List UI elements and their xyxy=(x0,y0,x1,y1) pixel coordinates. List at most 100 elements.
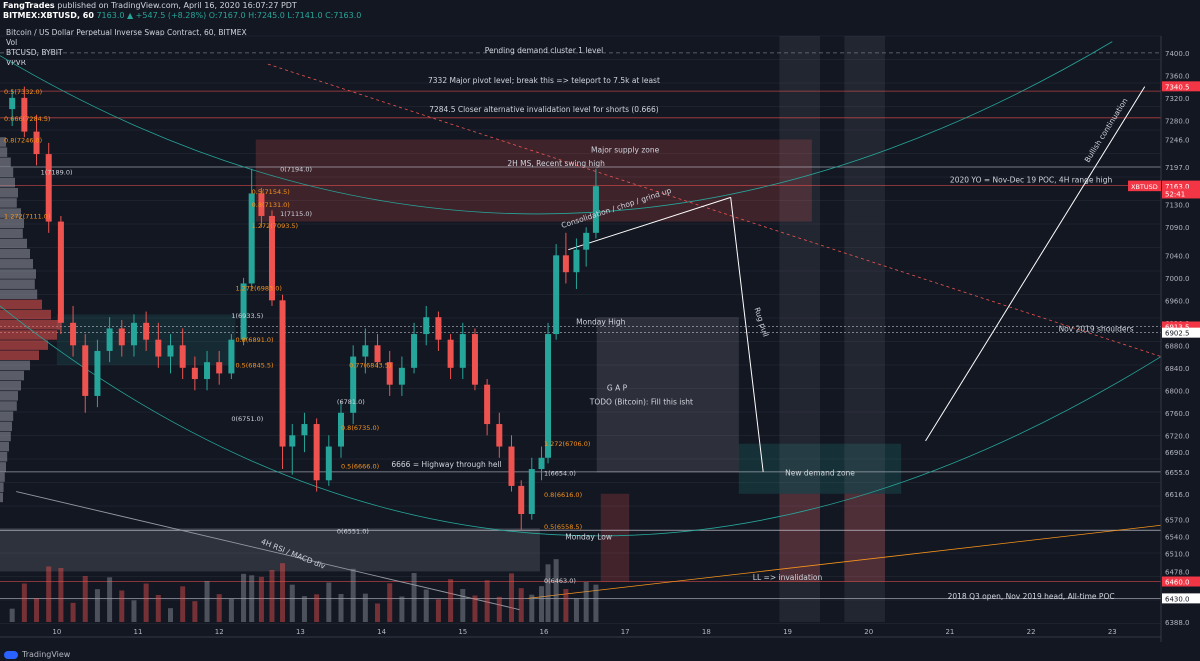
rotated-annotation: Rug pull xyxy=(753,306,771,338)
price-badge xyxy=(1162,593,1200,604)
volume-bar xyxy=(484,580,490,622)
x-tick-label: 11 xyxy=(134,628,143,636)
vpvr-bar xyxy=(0,299,42,310)
legend-vol[interactable]: Vol xyxy=(6,38,18,47)
y-tick-label: 7320.0 xyxy=(1165,95,1190,103)
candle-body xyxy=(350,356,357,413)
volume-bar xyxy=(460,589,466,622)
volume-bar xyxy=(573,598,579,622)
vpvr-bar xyxy=(0,228,23,239)
volume-bar xyxy=(435,599,441,622)
vpvr-bar xyxy=(0,279,35,289)
footer-brand: TradingView xyxy=(4,650,70,659)
candle-body xyxy=(496,424,503,447)
candle-body xyxy=(301,424,308,436)
level-label: 1(6654.0) xyxy=(544,469,576,477)
fib-label: 0.8(7131.0) xyxy=(252,201,290,209)
stop-zone xyxy=(600,493,630,582)
chart-annotation: 6666 = Highway through hell xyxy=(391,460,501,469)
price-badge xyxy=(1162,81,1200,92)
y-tick-label: 7280.0 xyxy=(1165,117,1190,125)
volume-bar xyxy=(82,576,88,622)
x-tick-label: 16 xyxy=(540,628,549,636)
legend-vpvr[interactable]: VPVR xyxy=(6,58,26,67)
time-zone xyxy=(779,36,821,622)
volume-bar xyxy=(180,586,186,622)
y-tick-label: 7000.0 xyxy=(1165,275,1190,283)
candle-body xyxy=(471,334,478,385)
y-tick-label: 7197.0 xyxy=(1165,164,1190,172)
candle-body xyxy=(484,384,491,425)
publisher-line: FangTrades published on TradingView.com,… xyxy=(3,1,1197,11)
volume-bar xyxy=(350,568,356,622)
volume-bar xyxy=(34,598,40,622)
indicator-legend: Bitcoin / US Dollar Perpetual Inverse Sw… xyxy=(6,28,247,68)
candle-body xyxy=(447,339,454,368)
chart-annotation: TODO (Bitcoin): Fill this isht xyxy=(589,398,693,407)
candle-body xyxy=(411,334,418,368)
volume-bar xyxy=(131,600,137,622)
level-label: 0(7194.0) xyxy=(280,166,312,174)
volume-bar xyxy=(228,599,234,622)
volume-bar xyxy=(119,590,125,622)
candle-body xyxy=(508,446,515,486)
vpvr-bar xyxy=(0,320,60,330)
fib-label: 0.5(6666.0) xyxy=(341,463,379,471)
candle-body xyxy=(279,300,286,447)
vpvr-bar xyxy=(0,441,9,452)
x-tick-label: 13 xyxy=(296,628,305,636)
y-tick-label: 7246.0 xyxy=(1165,136,1190,144)
chart-annotation: 2018 Q3 open, Nov 2019 head, All-time PO… xyxy=(948,592,1115,601)
level-label: 0(6551.0) xyxy=(337,527,369,535)
volume-bar xyxy=(314,594,320,622)
symbol-name[interactable]: BITMEX:XBTUSD, 60 xyxy=(3,11,94,20)
volume-bar xyxy=(583,582,589,622)
x-tick-label: 20 xyxy=(864,628,873,636)
vpvr-bar xyxy=(0,472,5,482)
legend-btcusd[interactable]: BTCUSD, BYBIT xyxy=(6,48,63,57)
chart-annotation: Major supply zone xyxy=(591,146,660,155)
candle-body xyxy=(386,362,393,385)
stop-zone xyxy=(844,493,885,582)
brand-name: TradingView xyxy=(22,650,71,659)
new-demand-zone xyxy=(738,443,902,494)
candle-body xyxy=(325,446,332,481)
vpvr-bar xyxy=(0,330,57,340)
price-badge-text: 6460.0 xyxy=(1165,579,1190,587)
y-tick-label: 6478.0 xyxy=(1165,568,1190,576)
vpvr-bar xyxy=(0,187,18,198)
x-tick-label: 21 xyxy=(945,628,954,636)
published-info: published on TradingView.com, April 16, … xyxy=(57,1,297,10)
price-badge-text: 7340.5 xyxy=(1165,83,1190,91)
price-badge-text: 6902.5 xyxy=(1165,330,1190,338)
symbol-line: BITMEX:XBTUSD, 60 7163.0 ▲ +547.5 (+8.28… xyxy=(3,11,1197,21)
price-badge-text: 6430.0 xyxy=(1165,595,1190,603)
candle-body xyxy=(435,317,442,340)
vpvr-bar xyxy=(0,208,21,218)
y-tick-label: 7040.0 xyxy=(1165,252,1190,260)
x-tick-label: 23 xyxy=(1108,628,1117,636)
candle-body xyxy=(167,345,174,357)
y-tick-label: 6388.0 xyxy=(1165,619,1190,627)
fib-label: 1.272(6706.0) xyxy=(544,440,590,448)
volume-bar xyxy=(508,573,514,622)
x-tick-label: 18 xyxy=(702,628,711,636)
price-change: 7163.0 ▲ +547.5 (+8.28%) xyxy=(96,11,207,20)
chart-annotation: 7332 Major pivot level; break this => te… xyxy=(428,76,660,85)
vpvr-bar xyxy=(0,269,36,279)
candle-body xyxy=(573,249,580,273)
fib-label: 0.8(6616.0) xyxy=(544,491,582,499)
candle-body xyxy=(289,435,296,447)
candle-body xyxy=(57,221,64,323)
publisher-name[interactable]: FangTrades xyxy=(3,1,55,10)
volume-bar xyxy=(375,603,381,622)
chart-header: FangTrades published on TradingView.com,… xyxy=(0,0,1200,22)
time-zone xyxy=(844,36,885,622)
fib-label: 1.272(7093.5) xyxy=(252,222,298,230)
demand-zone-low xyxy=(0,528,540,572)
resistance-trendline xyxy=(267,63,1162,357)
fib-label: 0.77(6843.5) xyxy=(349,362,391,370)
vpvr-bar xyxy=(0,147,8,157)
vpvr-bar xyxy=(0,157,11,168)
